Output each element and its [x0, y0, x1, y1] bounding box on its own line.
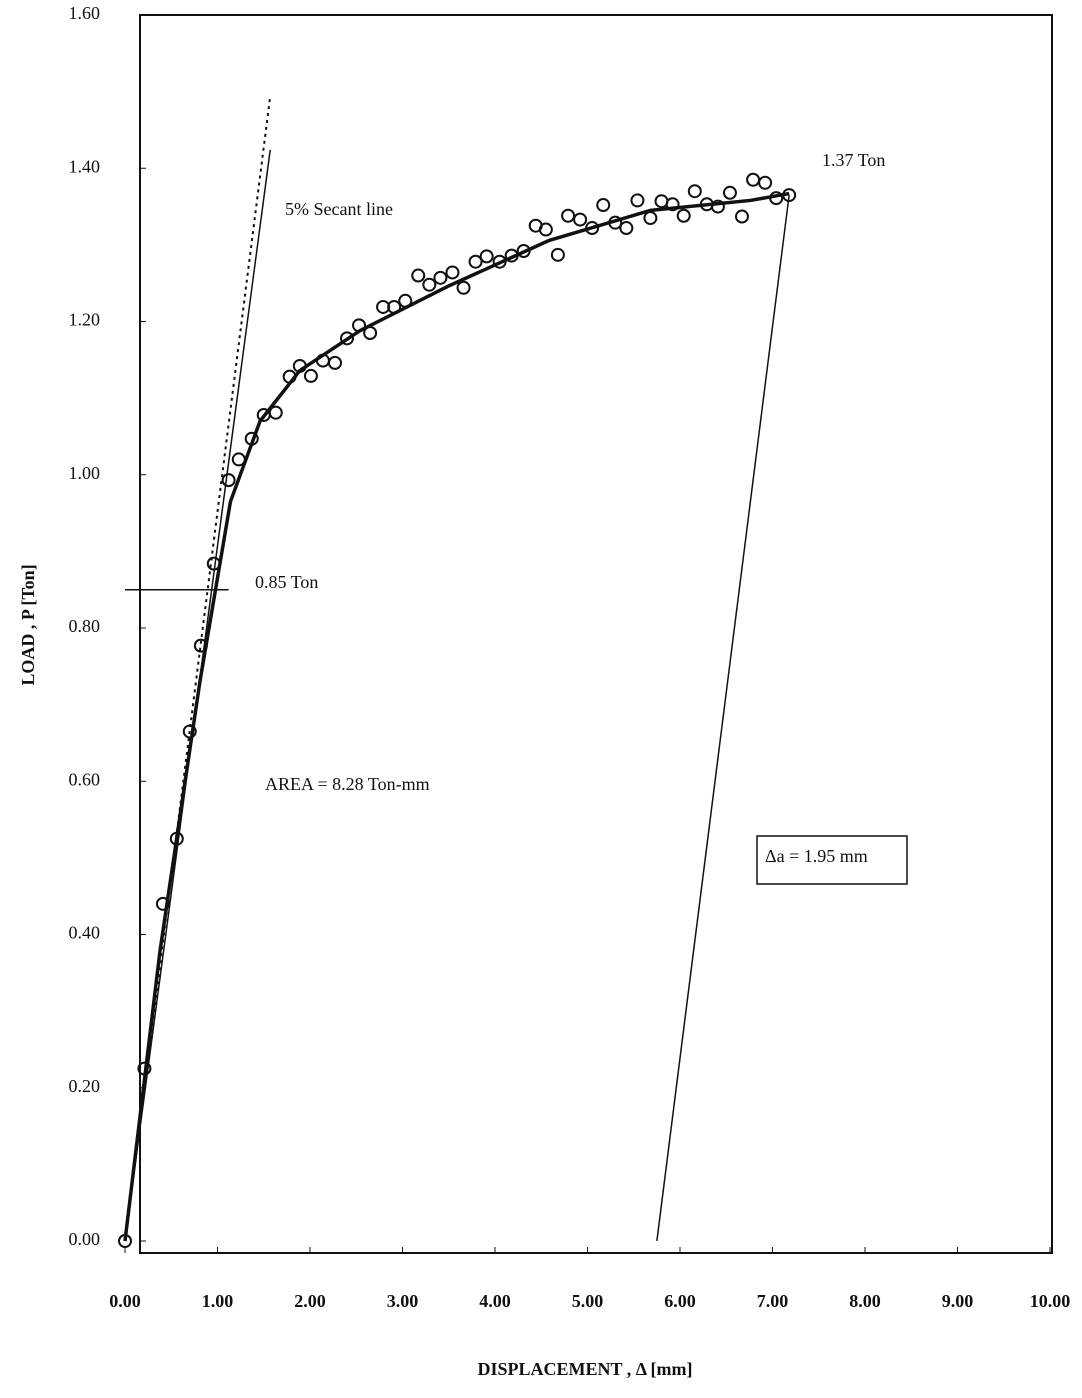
chart: DISPLACEMENT , Δ [mm] LOAD , P [Ton] 0.0…	[0, 0, 1082, 1398]
x-tick-label: 2.00	[294, 1291, 326, 1311]
data-point	[552, 249, 564, 261]
y-tick-label: 1.00	[69, 463, 101, 483]
x-tick-label: 4.00	[479, 1291, 511, 1311]
data-point	[223, 474, 235, 486]
annotation: Δa = 1.95 mm	[765, 846, 868, 866]
data-point	[689, 185, 701, 197]
data-point	[458, 282, 470, 294]
annotation: AREA = 8.28 Ton-mm	[265, 774, 430, 794]
data-point	[434, 272, 446, 284]
data-point	[399, 295, 411, 307]
data-point	[747, 174, 759, 186]
data-point	[562, 210, 574, 222]
data-point	[574, 214, 586, 226]
x-tick-label: 6.00	[664, 1291, 696, 1311]
x-tick-label: 9.00	[942, 1291, 974, 1311]
annotation: 1.37 Ton	[822, 150, 885, 170]
data-point	[329, 357, 341, 369]
data-point	[423, 279, 435, 291]
data-point	[270, 407, 282, 419]
unload-line	[657, 195, 789, 1241]
x-tick-label: 10.00	[1030, 1291, 1071, 1311]
x-tick-label: 8.00	[849, 1291, 881, 1311]
x-tick-label: 3.00	[387, 1291, 419, 1311]
data-point	[644, 212, 656, 224]
data-point	[724, 187, 736, 199]
data-point	[208, 558, 220, 570]
data-point	[364, 327, 376, 339]
annotation: 0.85 Ton	[255, 572, 318, 592]
fitted-curve	[125, 194, 789, 1241]
y-axis-label: LOAD , P [Ton]	[18, 564, 38, 685]
x-tick-label: 0.00	[109, 1291, 141, 1311]
data-point	[759, 177, 771, 189]
x-tick-label: 5.00	[572, 1291, 604, 1311]
data-point	[597, 199, 609, 211]
y-tick-label: 1.20	[69, 310, 101, 330]
y-tick-label: 0.80	[69, 616, 101, 636]
data-point	[620, 222, 632, 234]
y-tick-label: 0.00	[69, 1229, 101, 1249]
data-point	[540, 224, 552, 236]
data-point	[678, 210, 690, 222]
x-tick-label: 1.00	[202, 1291, 234, 1311]
y-tick-label: 1.40	[69, 156, 101, 176]
data-point	[631, 194, 643, 206]
data-point	[233, 453, 245, 465]
data-point	[736, 211, 748, 223]
y-tick-label: 0.60	[69, 769, 101, 789]
y-tick-label: 0.40	[69, 923, 101, 943]
y-tick-label: 0.20	[69, 1076, 101, 1096]
data-point	[446, 266, 458, 278]
data-point	[305, 370, 317, 382]
x-axis-label: DISPLACEMENT , Δ [mm]	[478, 1359, 693, 1379]
data-point	[412, 270, 424, 282]
x-tick-label: 7.00	[757, 1291, 789, 1311]
y-tick-label: 1.60	[69, 3, 101, 23]
plot-frame	[140, 15, 1052, 1253]
data-point	[481, 250, 493, 262]
annotation: 5% Secant line	[285, 199, 393, 219]
